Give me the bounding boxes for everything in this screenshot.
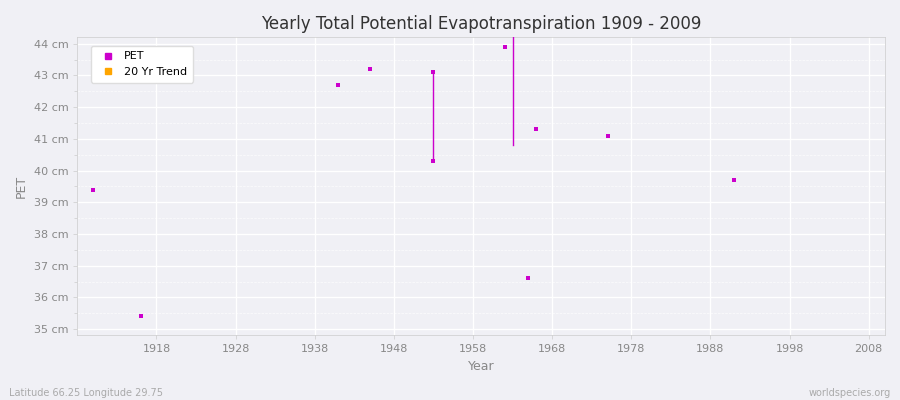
Point	[86, 186, 101, 193]
Text: Latitude 66.25 Longitude 29.75: Latitude 66.25 Longitude 29.75	[9, 388, 163, 398]
Point	[133, 313, 148, 320]
Point	[331, 82, 346, 88]
Point	[727, 177, 742, 183]
Legend: PET, 20 Yr Trend: PET, 20 Yr Trend	[91, 46, 193, 82]
Point	[600, 132, 615, 139]
Point	[521, 275, 535, 282]
Point	[529, 126, 544, 132]
X-axis label: Year: Year	[468, 360, 494, 373]
Point	[498, 44, 512, 50]
Text: worldspecies.org: worldspecies.org	[809, 388, 891, 398]
Point	[363, 66, 377, 72]
Title: Yearly Total Potential Evapotranspiration 1909 - 2009: Yearly Total Potential Evapotranspiratio…	[261, 15, 701, 33]
Point	[427, 69, 441, 76]
Point	[506, 31, 520, 37]
Y-axis label: PET: PET	[15, 175, 28, 198]
Point	[427, 158, 441, 164]
